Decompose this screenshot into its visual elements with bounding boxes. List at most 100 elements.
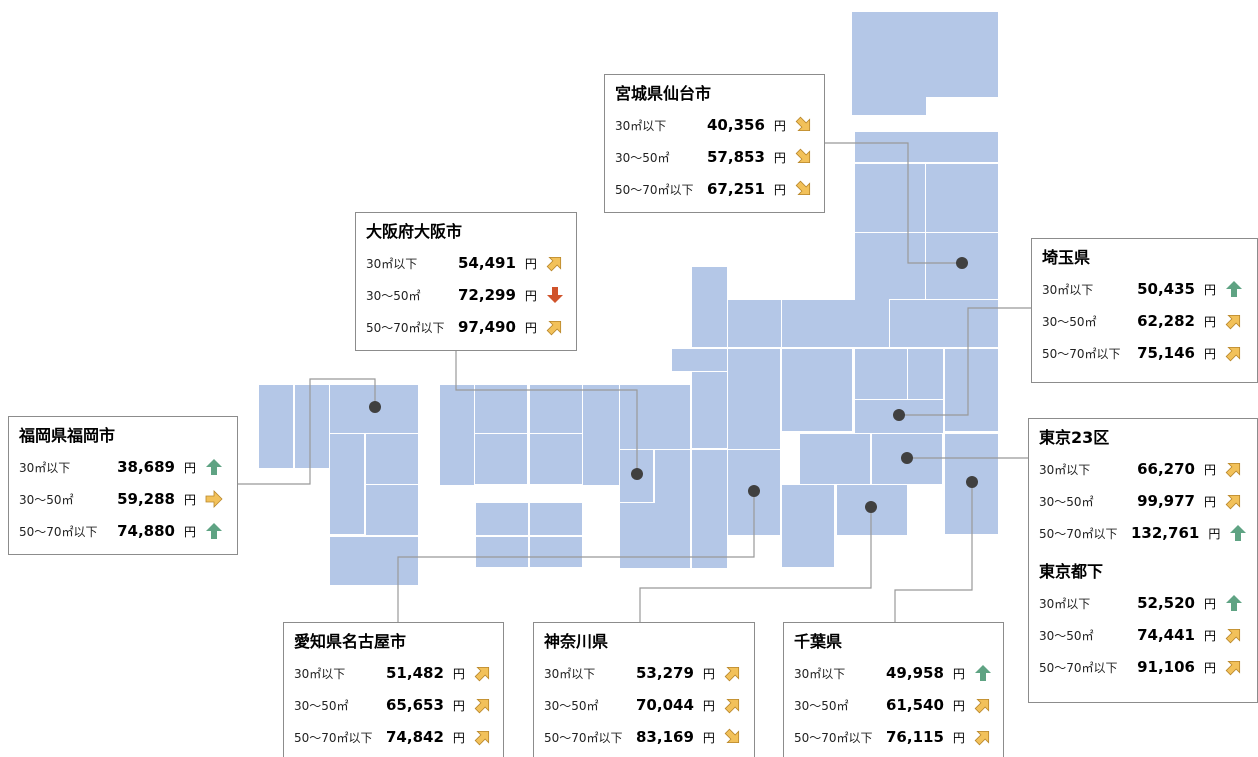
rent-row: 50～70㎡以下 74,880 円	[19, 515, 229, 547]
size-label: 50～70㎡以下	[544, 730, 623, 745]
city-title: 愛知県名古屋市	[294, 632, 407, 651]
rent-value: 57,853	[707, 148, 765, 166]
trend-arrow	[1226, 595, 1242, 611]
rent-row: 30㎡以下 49,958 円	[794, 657, 995, 689]
rent-value: 74,441	[1137, 626, 1195, 644]
rent-value: 99,977	[1137, 492, 1195, 510]
size-label: 50～70㎡以下	[794, 730, 873, 745]
rent-row: 30～50㎡ 57,853 円	[615, 141, 816, 173]
rent-value: 132,761	[1131, 524, 1200, 542]
arrow-shape	[1225, 660, 1241, 676]
unit: 円	[1203, 628, 1216, 643]
trend-arrow	[795, 180, 810, 196]
rent-row: 50～70㎡以下 97,490 円	[366, 311, 568, 343]
rent-value: 76,115	[886, 728, 944, 746]
trend-arrow	[1225, 628, 1241, 644]
arrow-shape	[974, 665, 991, 681]
arrow-shape	[474, 730, 489, 746]
rent-row: 30㎡以下 38,689 円	[19, 451, 229, 483]
info-box: 大阪府大阪市 30㎡以下 54,491 円 30～50㎡ 72,299 円 50～70㎡以下 9…	[355, 212, 577, 351]
info-box: 東京23区 30㎡以下 66,270 円 30～50㎡ 99,977 円 50～70㎡以下 13…	[1028, 418, 1258, 703]
unit: 円	[183, 492, 196, 507]
section: 神奈川県 30㎡以下 53,279 円 30～50㎡ 70,044 円 50～70㎡以下 83,…	[544, 627, 746, 753]
trend-arrow	[974, 665, 991, 681]
rent-row: 30～50㎡ 99,977 円	[1039, 485, 1249, 517]
trend-arrow	[795, 148, 810, 164]
unit: 円	[952, 730, 965, 745]
trend-arrow	[1225, 494, 1241, 510]
arrow-shape	[1225, 494, 1241, 510]
arrow-shape	[724, 728, 739, 744]
size-label: 30～50㎡	[19, 492, 74, 507]
trend-arrow	[474, 666, 489, 682]
rent-row: 50～70㎡以下 91,106 円	[1039, 651, 1249, 683]
city-title: 東京都下	[1039, 562, 1104, 581]
size-label: 30～50㎡	[615, 150, 670, 165]
info-box: 愛知県名古屋市 30㎡以下 51,482 円 30～50㎡ 65,653 円 50～70㎡以下…	[283, 622, 504, 757]
city-title: 宮城県仙台市	[615, 84, 712, 103]
arrow-shape	[974, 698, 989, 714]
rent-value: 83,169	[636, 728, 694, 746]
connectors	[237, 142, 1031, 622]
unit: 円	[1203, 314, 1216, 329]
unit: 円	[952, 666, 965, 681]
trend-arrow	[546, 256, 561, 272]
arrow-shape	[1225, 314, 1241, 330]
rent-row: 50～70㎡以下 74,842 円	[294, 721, 495, 753]
size-label: 30㎡以下	[794, 666, 846, 681]
rent-row: 30～50㎡ 62,282 円	[1042, 305, 1249, 337]
rent-row: 30～50㎡ 72,299 円	[366, 279, 568, 311]
rent-value: 51,482	[386, 664, 444, 682]
rent-value: 54,491	[458, 254, 516, 272]
city-title: 千葉県	[794, 632, 843, 651]
size-label: 50～70㎡以下	[1042, 346, 1121, 361]
size-label: 50～70㎡以下	[615, 182, 694, 197]
rent-value: 40,356	[707, 116, 765, 134]
size-label: 50～70㎡以下	[294, 730, 373, 745]
rent-row: 30～50㎡ 59,288 円	[19, 483, 229, 515]
section: 宮城県仙台市 30㎡以下 40,356 円 30～50㎡ 57,853 円 50～70㎡以下 6…	[615, 79, 816, 205]
city-title: 埼玉県	[1042, 248, 1091, 267]
city-title: 大阪府大阪市	[366, 222, 463, 241]
rent-value: 75,146	[1137, 344, 1195, 362]
arrow-shape	[974, 730, 989, 746]
trend-arrow	[974, 698, 989, 714]
arrow-shape	[546, 256, 561, 272]
unit: 円	[773, 150, 786, 165]
size-label: 30㎡以下	[615, 118, 667, 133]
rent-row: 50～70㎡以下 76,115 円	[794, 721, 995, 753]
trend-arrow	[1230, 525, 1247, 541]
rent-row: 50～70㎡以下 67,251 円	[615, 173, 816, 205]
section: 埼玉県 30㎡以下 50,435 円 30～50㎡ 62,282 円 50～70㎡以下 75,1…	[1042, 243, 1249, 369]
size-label: 30㎡以下	[1042, 282, 1094, 297]
unit: 円	[524, 256, 537, 271]
trend-arrow	[974, 730, 989, 746]
arrow-shape	[474, 698, 489, 714]
trend-arrow	[546, 320, 561, 336]
section: 東京都下 30㎡以下 52,520 円 30～50㎡ 74,441 円 50～70㎡以下 91,…	[1039, 557, 1249, 683]
rent-value: 67,251	[707, 180, 765, 198]
arrow-shape	[724, 698, 739, 714]
rent-row: 30～50㎡ 65,653 円	[294, 689, 495, 721]
unit: 円	[702, 730, 715, 745]
rent-value: 65,653	[386, 696, 444, 714]
unit: 円	[524, 288, 537, 303]
arrow-shape	[474, 666, 489, 682]
size-label: 30～50㎡	[1039, 628, 1094, 643]
city-title: 福岡県福岡市	[19, 426, 116, 445]
arrow-shape	[1225, 346, 1241, 362]
arrow-shape	[206, 523, 222, 539]
size-label: 30㎡以下	[294, 666, 346, 681]
rent-row: 30～50㎡ 74,441 円	[1039, 619, 1249, 651]
unit: 円	[1203, 494, 1216, 509]
trend-arrow	[1225, 462, 1241, 478]
trend-arrow	[1225, 346, 1241, 362]
rent-row: 30㎡以下 51,482 円	[294, 657, 495, 689]
info-box: 千葉県 30㎡以下 49,958 円 30～50㎡ 61,540 円 50～70㎡以下 76,1…	[783, 622, 1004, 757]
unit: 円	[1203, 346, 1216, 361]
arrow-shape	[795, 116, 810, 132]
arrow-shape	[1225, 462, 1241, 478]
rent-row: 30㎡以下 40,356 円	[615, 109, 816, 141]
